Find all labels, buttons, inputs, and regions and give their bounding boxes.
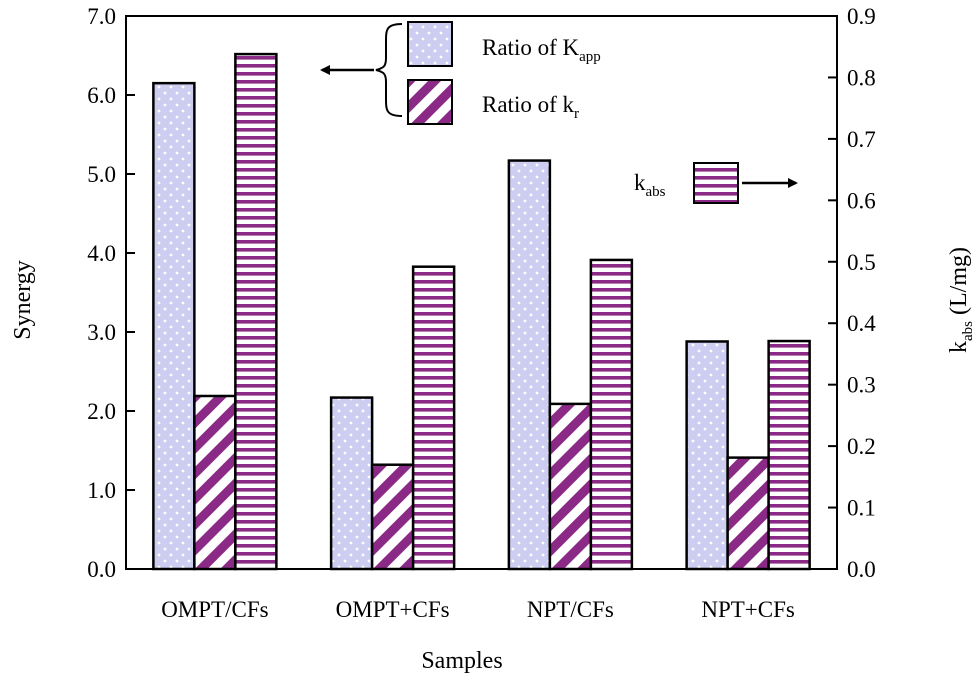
bar-kr — [548, 402, 593, 571]
right-tick-label: 0.4 — [847, 311, 876, 336]
legend-label-kabs: kabs — [634, 170, 666, 200]
right-tick-label: 0.9 — [847, 4, 876, 29]
left-tick-label: 6.0 — [87, 83, 116, 108]
legend-label-kr: Ratio of kr — [482, 92, 579, 122]
right-tick-label: 0.0 — [847, 557, 876, 582]
bar-kabs — [411, 265, 456, 571]
category-label: NPT+CFs — [701, 597, 795, 622]
bar-kr — [193, 394, 237, 571]
bar-kr — [370, 463, 415, 571]
left-y-axis-title: Synergy — [10, 260, 36, 340]
category-label: OMPT+CFs — [336, 597, 450, 622]
left-tick-label: 3.0 — [87, 320, 116, 345]
right-tick-label: 0.7 — [847, 127, 876, 152]
bar-kabs — [589, 258, 634, 571]
legend-brace — [375, 23, 403, 117]
left-tick-label: 5.0 — [87, 162, 116, 187]
legend-swatch-kapp — [407, 21, 453, 67]
right-axis: 0.0 0.1 0.2 0.3 0.4 0.5 0.6 0.7 0.8 0.9 — [828, 4, 876, 582]
legend-label-kapp: Ratio of Kapp — [482, 35, 601, 65]
category-label: OMPT/CFs — [161, 597, 268, 622]
bar-kabs — [767, 339, 811, 571]
left-tick-label: 7.0 — [87, 4, 116, 29]
legend-right: kabs — [634, 162, 798, 204]
category-labels: OMPT/CFs OMPT+CFs NPT/CFs NPT+CFs — [161, 597, 795, 622]
legend-swatch-kr — [407, 79, 453, 125]
right-tick-label: 0.1 — [847, 496, 876, 521]
bar-kapp — [329, 396, 374, 571]
left-tick-label: 2.0 — [87, 399, 116, 424]
right-tick-label: 0.5 — [847, 250, 876, 275]
bar-kr — [726, 456, 770, 571]
right-tick-label: 0.8 — [847, 65, 876, 90]
x-axis-title: Samples — [421, 648, 502, 674]
legend-swatch-kabs — [693, 162, 739, 204]
right-tick-label: 0.3 — [847, 373, 876, 398]
left-axis: 0.0 1.0 2.0 3.0 4.0 5.0 6.0 7.0 — [87, 4, 135, 582]
right-tick-label: 0.6 — [847, 188, 876, 213]
plot-frame — [125, 15, 838, 570]
right-y-axis-title: kabs (L/mg) — [946, 247, 976, 353]
left-tick-label: 1.0 — [87, 478, 116, 503]
legend-left: Ratio of Kapp Ratio of kr — [320, 21, 601, 125]
right-tick-label: 0.2 — [847, 434, 876, 459]
bar-kapp — [685, 340, 729, 571]
left-tick-label: 0.0 — [87, 557, 116, 582]
bar-kapp — [507, 159, 552, 571]
left-tick-label: 4.0 — [87, 241, 116, 266]
bar-kabs — [234, 52, 278, 571]
bar-kapp — [152, 81, 196, 571]
bars-group — [152, 52, 811, 571]
category-label: NPT/CFs — [527, 597, 614, 622]
